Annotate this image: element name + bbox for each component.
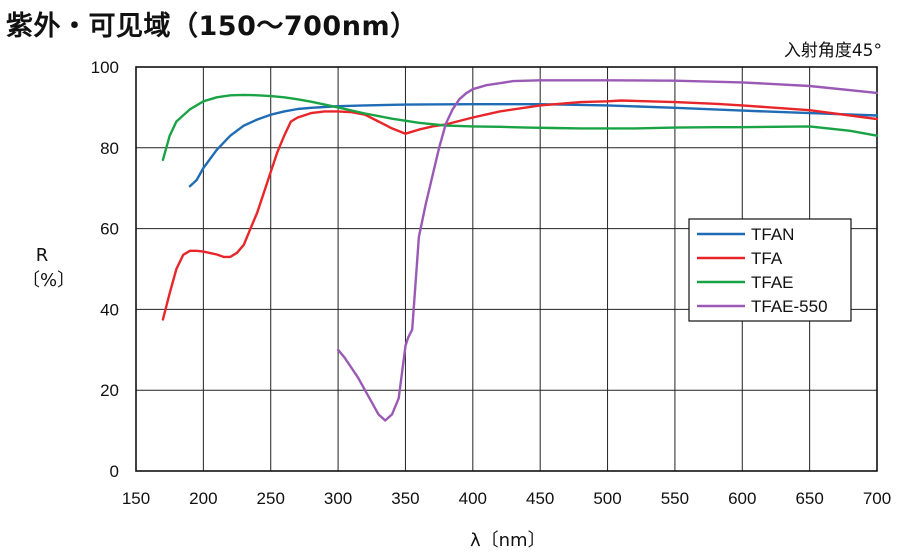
legend-label: TFAE xyxy=(751,273,794,292)
x-tick-label: 200 xyxy=(189,489,217,508)
y-tick-label: 40 xyxy=(100,300,119,319)
x-axis-label: λ〔nm〕 xyxy=(470,530,546,551)
y-tick-label: 0 xyxy=(110,462,119,481)
y-axis-label-main: R xyxy=(35,245,49,266)
series-line-tfa xyxy=(161,99,879,321)
legend-label: TFA xyxy=(751,249,783,268)
x-tick-label: 350 xyxy=(391,489,419,508)
tick-labels: 150 200 250 300 350 400 450 500 550 600 650 700 0 20 4… xyxy=(91,58,892,508)
y-tick-label: 80 xyxy=(100,139,119,158)
x-tick-label: 450 xyxy=(526,489,554,508)
legend-label: TFAN xyxy=(751,225,794,244)
x-tick-label: 650 xyxy=(795,489,823,508)
chart-subtitle: 入射角度45° xyxy=(783,41,882,61)
x-tick-label: 300 xyxy=(324,489,352,508)
y-tick-label: 20 xyxy=(100,381,119,400)
legend-box xyxy=(688,218,852,322)
y-tick-label: 60 xyxy=(100,220,119,239)
x-tick-label: 700 xyxy=(863,489,891,508)
x-tick-label: 550 xyxy=(661,489,689,508)
series-lines xyxy=(161,79,879,422)
y-axis-label-unit: 〔%〕 xyxy=(22,270,76,291)
x-tick-label: 500 xyxy=(593,489,621,508)
x-tick-label: 150 xyxy=(122,489,150,508)
y-tick-label: 100 xyxy=(91,58,119,77)
x-tick-label: 250 xyxy=(257,489,285,508)
legend: TFAN TFA TFAE TFAE-550 xyxy=(688,218,852,322)
plot-frame xyxy=(135,66,878,472)
grid xyxy=(135,66,878,472)
x-tick-label: 400 xyxy=(459,489,487,508)
y-axis-label: R 〔%〕 xyxy=(22,243,76,293)
chart-title: 紫外・可见域（150～700nm） xyxy=(6,11,418,42)
series-line-tfan xyxy=(188,102,879,188)
legend-label: TFAE-550 xyxy=(751,297,828,316)
x-tick-label: 600 xyxy=(728,489,756,508)
series-line-tfae xyxy=(161,93,879,162)
series-line-tfae-550 xyxy=(336,79,879,422)
